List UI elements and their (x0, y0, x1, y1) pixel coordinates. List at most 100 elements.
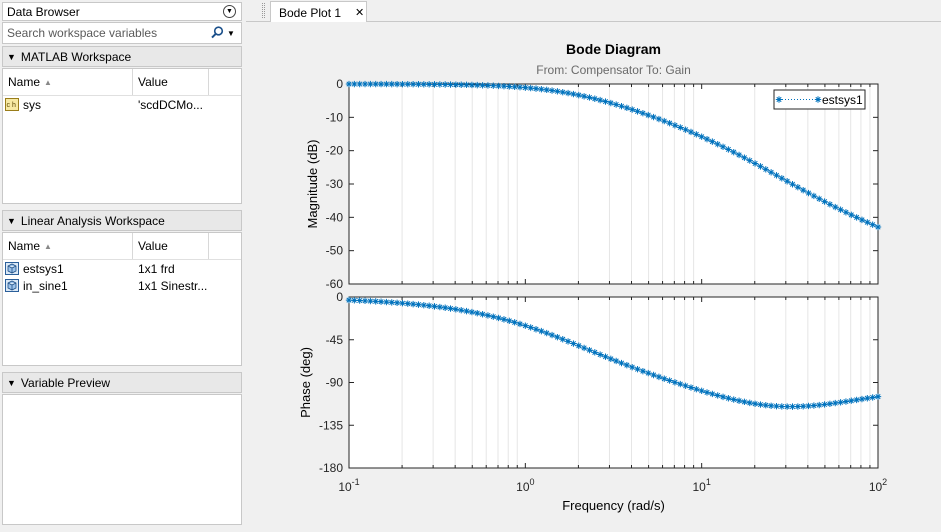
data-point (874, 393, 882, 400)
data-point (618, 102, 625, 110)
phase-tick-label: 0 (336, 290, 343, 304)
data-point (864, 219, 871, 226)
collapse-icon[interactable]: ▼ (7, 51, 16, 62)
phase-axes-frame (348, 296, 879, 469)
data-point (474, 309, 481, 317)
name-column-header[interactable]: Name ▲ (3, 69, 133, 95)
data-browser: Data Browser ▼ ▼ ▼ MATLAB Workspace Name… (0, 0, 244, 529)
data-point (484, 82, 492, 89)
data-browser-titlebar: Data Browser ▼ (2, 2, 242, 21)
tab-bode-plot-1[interactable]: Bode Plot 1 ✕ (270, 1, 367, 23)
data-point (564, 338, 572, 345)
mag-tick-label: -20 (326, 144, 344, 158)
matlab-workspace-header[interactable]: ▼ MATLAB Workspace (2, 46, 242, 67)
data-point (714, 392, 721, 399)
search-options-icon[interactable]: ▼ (227, 28, 235, 38)
data-point (789, 181, 796, 188)
data-point (837, 399, 844, 406)
x-tick-label: 101 (692, 477, 710, 494)
search-icon[interactable] (209, 25, 225, 41)
data-point (629, 363, 636, 371)
data-point (725, 395, 732, 402)
data-point (367, 297, 374, 305)
data-point (709, 138, 716, 145)
x-tick-base: 10 (692, 480, 706, 494)
table-row[interactable]: in_sine1 1x1 Sinestr... (3, 277, 241, 294)
data-point (634, 365, 641, 373)
search-input[interactable] (3, 25, 209, 41)
data-point (532, 326, 540, 333)
data-point (495, 82, 502, 90)
table-row[interactable]: c h sys 'scdDCMo... (3, 96, 241, 113)
data-point (816, 195, 823, 202)
data-point (661, 375, 668, 382)
panel-actions-icon[interactable]: ▼ (223, 5, 236, 18)
data-point (816, 401, 823, 409)
data-point (490, 82, 497, 89)
data-point (436, 81, 444, 88)
search-box[interactable]: ▼ (2, 22, 242, 44)
data-point (538, 86, 545, 93)
data-point (762, 402, 769, 409)
close-tab-icon[interactable]: ✕ (355, 7, 365, 19)
legend-marker (775, 96, 783, 103)
data-point (623, 361, 631, 369)
magnitude-markers (345, 80, 882, 231)
data-point (826, 201, 834, 208)
data-point (415, 81, 422, 88)
data-point (393, 80, 401, 88)
value-column-header[interactable]: Value (133, 233, 209, 259)
x-tick-label: 102 (869, 477, 887, 494)
data-point (527, 84, 534, 92)
data-point (580, 93, 588, 100)
phase-tick-label: -90 (326, 376, 344, 390)
data-point (377, 80, 385, 88)
table-row[interactable]: estsys1 1x1 frd (3, 260, 241, 277)
data-point (425, 81, 433, 88)
column-label: Name (8, 75, 41, 89)
data-point (842, 209, 850, 216)
variable-name: in_sine1 (23, 278, 68, 293)
data-point (853, 396, 860, 404)
x-tick-base: 10 (516, 480, 530, 494)
data-point (388, 299, 395, 306)
x-tick-exponent: 0 (530, 477, 535, 487)
data-point (719, 393, 727, 401)
mag-tick-label: 0 (336, 77, 343, 91)
data-point (575, 91, 582, 99)
data-point (730, 148, 737, 156)
x-tick-base: 10 (338, 480, 352, 494)
data-point (773, 172, 780, 179)
value-column-header[interactable]: Value (133, 69, 209, 95)
legend-label: estsys1 (822, 93, 863, 107)
data-point (602, 98, 609, 105)
data-point (361, 80, 369, 88)
collapse-icon[interactable]: ▼ (7, 215, 16, 226)
name-column-header[interactable]: Name ▲ (3, 233, 133, 259)
data-point (399, 80, 406, 88)
mag-tick-label: -40 (326, 210, 344, 224)
collapse-icon[interactable]: ▼ (7, 377, 16, 388)
data-point (671, 122, 679, 129)
data-point (794, 184, 802, 191)
data-point (655, 115, 663, 123)
data-point (351, 297, 358, 304)
data-point (874, 223, 882, 231)
data-point (842, 398, 850, 405)
data-point (522, 84, 529, 91)
data-point (527, 324, 534, 331)
data-point (832, 203, 839, 211)
data-point (693, 131, 700, 138)
data-point (511, 319, 518, 326)
data-point (393, 299, 401, 306)
phase-axes-bg (349, 297, 878, 468)
data-point (645, 369, 652, 377)
linear-analysis-workspace-header[interactable]: ▼ Linear Analysis Workspace (2, 210, 242, 231)
data-point (468, 308, 476, 316)
data-point (383, 298, 390, 306)
data-point (805, 402, 812, 410)
data-point (725, 146, 732, 153)
mag-tick-label: -10 (326, 110, 344, 124)
variable-preview-header[interactable]: ▼ Variable Preview (2, 372, 242, 393)
tab-grip[interactable] (262, 3, 265, 18)
